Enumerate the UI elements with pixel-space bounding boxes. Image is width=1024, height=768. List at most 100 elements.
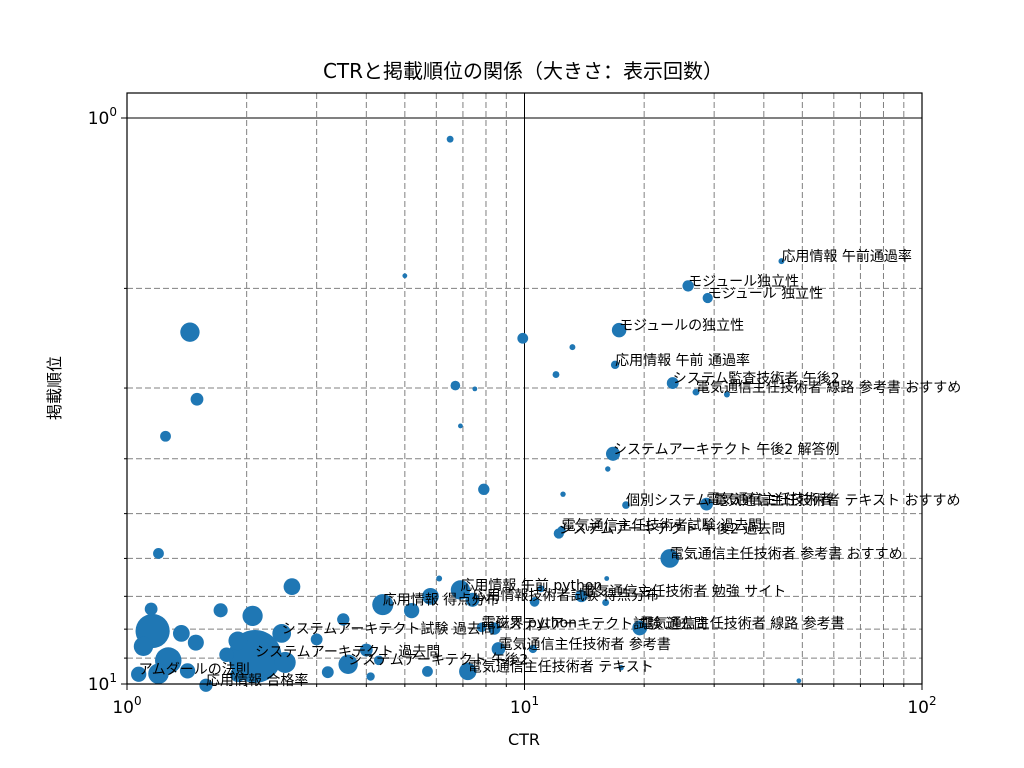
point-annotation: 電気通信主任技術者 参考書 xyxy=(498,636,670,653)
data-point xyxy=(476,622,487,633)
data-point xyxy=(778,258,785,265)
point-annotation: アムダールの法則 xyxy=(139,662,250,678)
data-point xyxy=(575,589,588,603)
data-point xyxy=(403,603,420,619)
data-point xyxy=(422,587,439,605)
point-annotation: モジュール独立性 xyxy=(688,274,799,290)
point-annotation: システムアーキテクト 午後2 xyxy=(348,652,528,668)
data-point xyxy=(179,663,196,679)
data-point xyxy=(190,392,204,406)
data-point xyxy=(569,344,576,351)
data-point xyxy=(605,466,611,472)
data-point xyxy=(338,654,358,674)
data-point xyxy=(537,585,545,593)
point-annotation: 個別システム 電気通信主任技術者 テキスト おすすめ xyxy=(626,493,961,509)
y-axis-label: 掲載順位 xyxy=(45,356,64,420)
point-annotation: 応用情報 午前 python xyxy=(460,577,602,594)
point-annotation: システム監査技術者 午後2 xyxy=(673,370,840,387)
data-point xyxy=(180,322,200,342)
data-point xyxy=(436,575,443,582)
data-point xyxy=(310,633,323,646)
data-point xyxy=(144,602,158,616)
data-point xyxy=(605,446,621,461)
data-point xyxy=(666,377,679,390)
data-point xyxy=(611,322,627,338)
data-point xyxy=(610,360,620,370)
data-point xyxy=(199,678,213,692)
point-annotation: 電気通信主任技術者 線路 参考書 xyxy=(640,615,845,632)
point-annotation: システムアーキテクト試験 過去問 xyxy=(494,617,707,633)
point-annotation: 電気通信主任技術者 勉強 サイト xyxy=(581,584,786,600)
chart-title: CTRと掲載順位の関係（大きさ：表示回数） xyxy=(323,59,723,83)
data-point xyxy=(373,655,384,666)
point-annotation: システムアーキテクト試験 過去問 xyxy=(282,621,495,637)
data-point xyxy=(700,497,713,511)
data-point xyxy=(187,634,204,651)
data-point xyxy=(517,332,529,344)
point-annotation: 電気通信主任技術者 線路 参考書 おすすめ xyxy=(696,379,961,396)
y-axis-ticks: 100 101 xyxy=(88,105,127,695)
point-annotation: システムアーキテクト 午後2 過去問 xyxy=(559,521,786,537)
point-annotation: 電気通信主任技術者 参考書 おすすめ xyxy=(670,545,903,562)
data-point xyxy=(272,624,292,643)
x-tick-label: 101 xyxy=(510,694,539,718)
data-point xyxy=(702,292,713,304)
data-point xyxy=(213,603,228,618)
data-point xyxy=(692,388,700,396)
data-point xyxy=(228,631,248,651)
data-point xyxy=(160,430,171,442)
point-annotation: 応用情報技術者試験 得点分布 xyxy=(473,587,659,604)
data-point xyxy=(622,501,630,509)
point-annotation: モジュール 独立性 xyxy=(708,286,823,302)
data-point xyxy=(283,578,301,596)
x-axis-label: CTR xyxy=(508,730,540,749)
data-point xyxy=(148,663,169,684)
data-point xyxy=(618,665,624,671)
point-annotation: 電気通信主任技術者 xyxy=(707,492,833,508)
data-point xyxy=(458,423,463,429)
data-point xyxy=(557,526,566,535)
data-point xyxy=(172,625,190,642)
point-annotation: モジュールの独立性 xyxy=(619,318,744,334)
data-point xyxy=(402,273,408,279)
data-point xyxy=(604,576,610,581)
point-annotation: 電気通信主任技術者 テキスト xyxy=(468,659,654,675)
data-point xyxy=(450,380,461,391)
data-point xyxy=(723,391,730,398)
data-point xyxy=(529,597,540,607)
data-point xyxy=(602,599,610,606)
data-point xyxy=(242,605,263,627)
data-point xyxy=(660,549,680,568)
data-point xyxy=(230,666,246,683)
data-point xyxy=(488,622,501,635)
data-point xyxy=(131,666,147,682)
data-point xyxy=(450,580,471,600)
data-point xyxy=(219,647,234,663)
data-point xyxy=(133,636,154,657)
point-annotation: システムアーキテクト 午後2 解答例 xyxy=(613,441,840,458)
data-point xyxy=(359,643,373,657)
data-point xyxy=(321,666,334,679)
x-tick-label: 102 xyxy=(907,694,936,718)
data-point xyxy=(478,483,490,496)
data-point xyxy=(337,613,350,626)
point-annotation: 応用情報 午前通過率 xyxy=(781,248,911,265)
data-point xyxy=(446,135,454,143)
points-layer xyxy=(131,135,802,692)
data-point xyxy=(491,642,506,656)
x-axis-ticks: 100 101 102 xyxy=(112,684,937,718)
data-point xyxy=(366,672,375,681)
data-point xyxy=(422,665,433,677)
data-point xyxy=(459,662,477,681)
data-point xyxy=(796,678,802,684)
point-annotation: 電気通信主任技術者試験 過去問 xyxy=(562,518,762,534)
point-annotation: 応用情報 得点分布 xyxy=(383,592,499,609)
data-point xyxy=(552,371,560,378)
data-point xyxy=(560,491,566,497)
y-tick-label: 101 xyxy=(88,671,117,695)
data-point xyxy=(465,592,480,607)
data-point xyxy=(153,548,164,559)
data-point xyxy=(372,594,394,616)
